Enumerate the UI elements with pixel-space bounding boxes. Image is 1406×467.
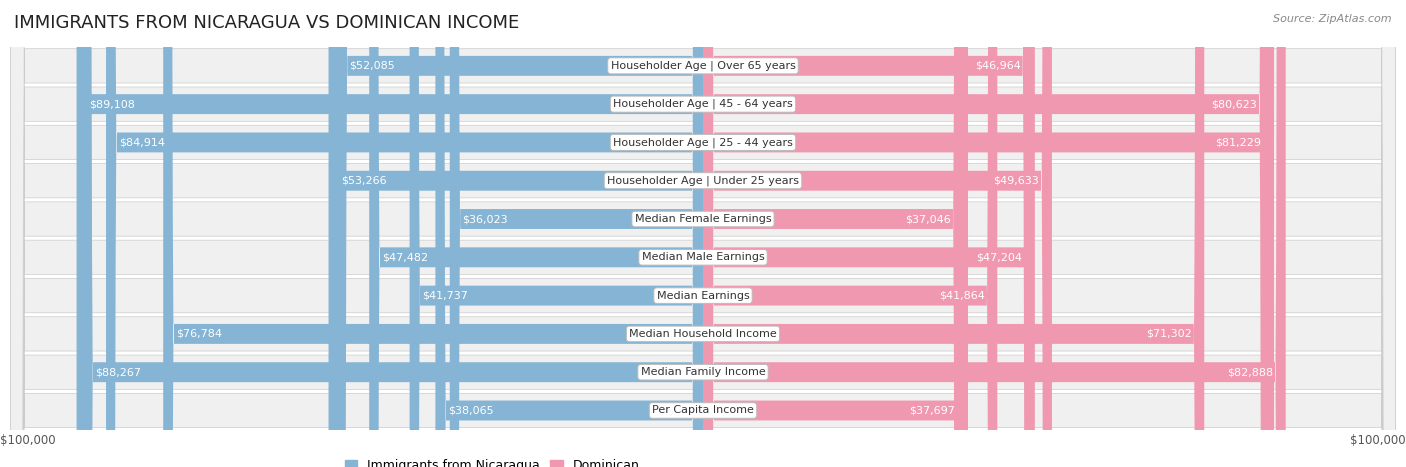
FancyBboxPatch shape xyxy=(329,0,703,467)
Text: Source: ZipAtlas.com: Source: ZipAtlas.com xyxy=(1274,14,1392,24)
Text: Householder Age | Over 65 years: Householder Age | Over 65 years xyxy=(610,61,796,71)
FancyBboxPatch shape xyxy=(10,0,1396,467)
Text: $100,000: $100,000 xyxy=(1350,434,1406,447)
FancyBboxPatch shape xyxy=(10,0,1396,467)
Text: $53,266: $53,266 xyxy=(342,176,387,186)
Text: $80,623: $80,623 xyxy=(1212,99,1257,109)
Text: $46,964: $46,964 xyxy=(974,61,1021,71)
FancyBboxPatch shape xyxy=(10,0,1396,467)
Text: $71,302: $71,302 xyxy=(1146,329,1192,339)
FancyBboxPatch shape xyxy=(409,0,703,467)
Text: $47,482: $47,482 xyxy=(382,252,427,262)
Text: $41,864: $41,864 xyxy=(939,290,984,301)
Text: Householder Age | 45 - 64 years: Householder Age | 45 - 64 years xyxy=(613,99,793,109)
FancyBboxPatch shape xyxy=(10,0,1396,467)
FancyBboxPatch shape xyxy=(10,0,1396,467)
Text: $36,023: $36,023 xyxy=(463,214,508,224)
Text: $81,229: $81,229 xyxy=(1215,137,1261,148)
Text: $100,000: $100,000 xyxy=(0,434,56,447)
FancyBboxPatch shape xyxy=(703,0,997,467)
Text: IMMIGRANTS FROM NICARAGUA VS DOMINICAN INCOME: IMMIGRANTS FROM NICARAGUA VS DOMINICAN I… xyxy=(14,14,519,32)
Text: $37,697: $37,697 xyxy=(910,405,955,416)
FancyBboxPatch shape xyxy=(703,0,967,467)
Text: $88,267: $88,267 xyxy=(96,367,141,377)
Text: $41,737: $41,737 xyxy=(422,290,468,301)
FancyBboxPatch shape xyxy=(10,0,1396,467)
Text: Median Household Income: Median Household Income xyxy=(628,329,778,339)
FancyBboxPatch shape xyxy=(10,0,1396,467)
FancyBboxPatch shape xyxy=(163,0,703,467)
Text: $84,914: $84,914 xyxy=(118,137,165,148)
FancyBboxPatch shape xyxy=(703,0,963,467)
Text: Median Family Income: Median Family Income xyxy=(641,367,765,377)
FancyBboxPatch shape xyxy=(703,0,1035,467)
Text: $47,204: $47,204 xyxy=(976,252,1022,262)
FancyBboxPatch shape xyxy=(370,0,703,467)
Text: Median Earnings: Median Earnings xyxy=(657,290,749,301)
Legend: Immigrants from Nicaragua, Dominican: Immigrants from Nicaragua, Dominican xyxy=(340,454,644,467)
FancyBboxPatch shape xyxy=(76,0,703,467)
Text: $76,784: $76,784 xyxy=(176,329,222,339)
FancyBboxPatch shape xyxy=(337,0,703,467)
Text: Median Male Earnings: Median Male Earnings xyxy=(641,252,765,262)
FancyBboxPatch shape xyxy=(450,0,703,467)
FancyBboxPatch shape xyxy=(703,0,1052,467)
FancyBboxPatch shape xyxy=(105,0,703,467)
FancyBboxPatch shape xyxy=(10,0,1396,467)
Text: Per Capita Income: Per Capita Income xyxy=(652,405,754,416)
Text: $37,046: $37,046 xyxy=(905,214,950,224)
FancyBboxPatch shape xyxy=(703,0,1205,467)
FancyBboxPatch shape xyxy=(703,0,1285,467)
FancyBboxPatch shape xyxy=(10,0,1396,467)
Text: $52,085: $52,085 xyxy=(350,61,395,71)
FancyBboxPatch shape xyxy=(703,0,1270,467)
Text: $38,065: $38,065 xyxy=(449,405,494,416)
Text: $89,108: $89,108 xyxy=(89,99,135,109)
FancyBboxPatch shape xyxy=(10,0,1396,467)
Text: $49,633: $49,633 xyxy=(994,176,1039,186)
FancyBboxPatch shape xyxy=(83,0,703,467)
FancyBboxPatch shape xyxy=(703,0,1274,467)
FancyBboxPatch shape xyxy=(436,0,703,467)
Text: $82,888: $82,888 xyxy=(1227,367,1272,377)
Text: Householder Age | Under 25 years: Householder Age | Under 25 years xyxy=(607,176,799,186)
FancyBboxPatch shape xyxy=(703,0,1033,467)
Text: Median Female Earnings: Median Female Earnings xyxy=(634,214,772,224)
Text: Householder Age | 25 - 44 years: Householder Age | 25 - 44 years xyxy=(613,137,793,148)
